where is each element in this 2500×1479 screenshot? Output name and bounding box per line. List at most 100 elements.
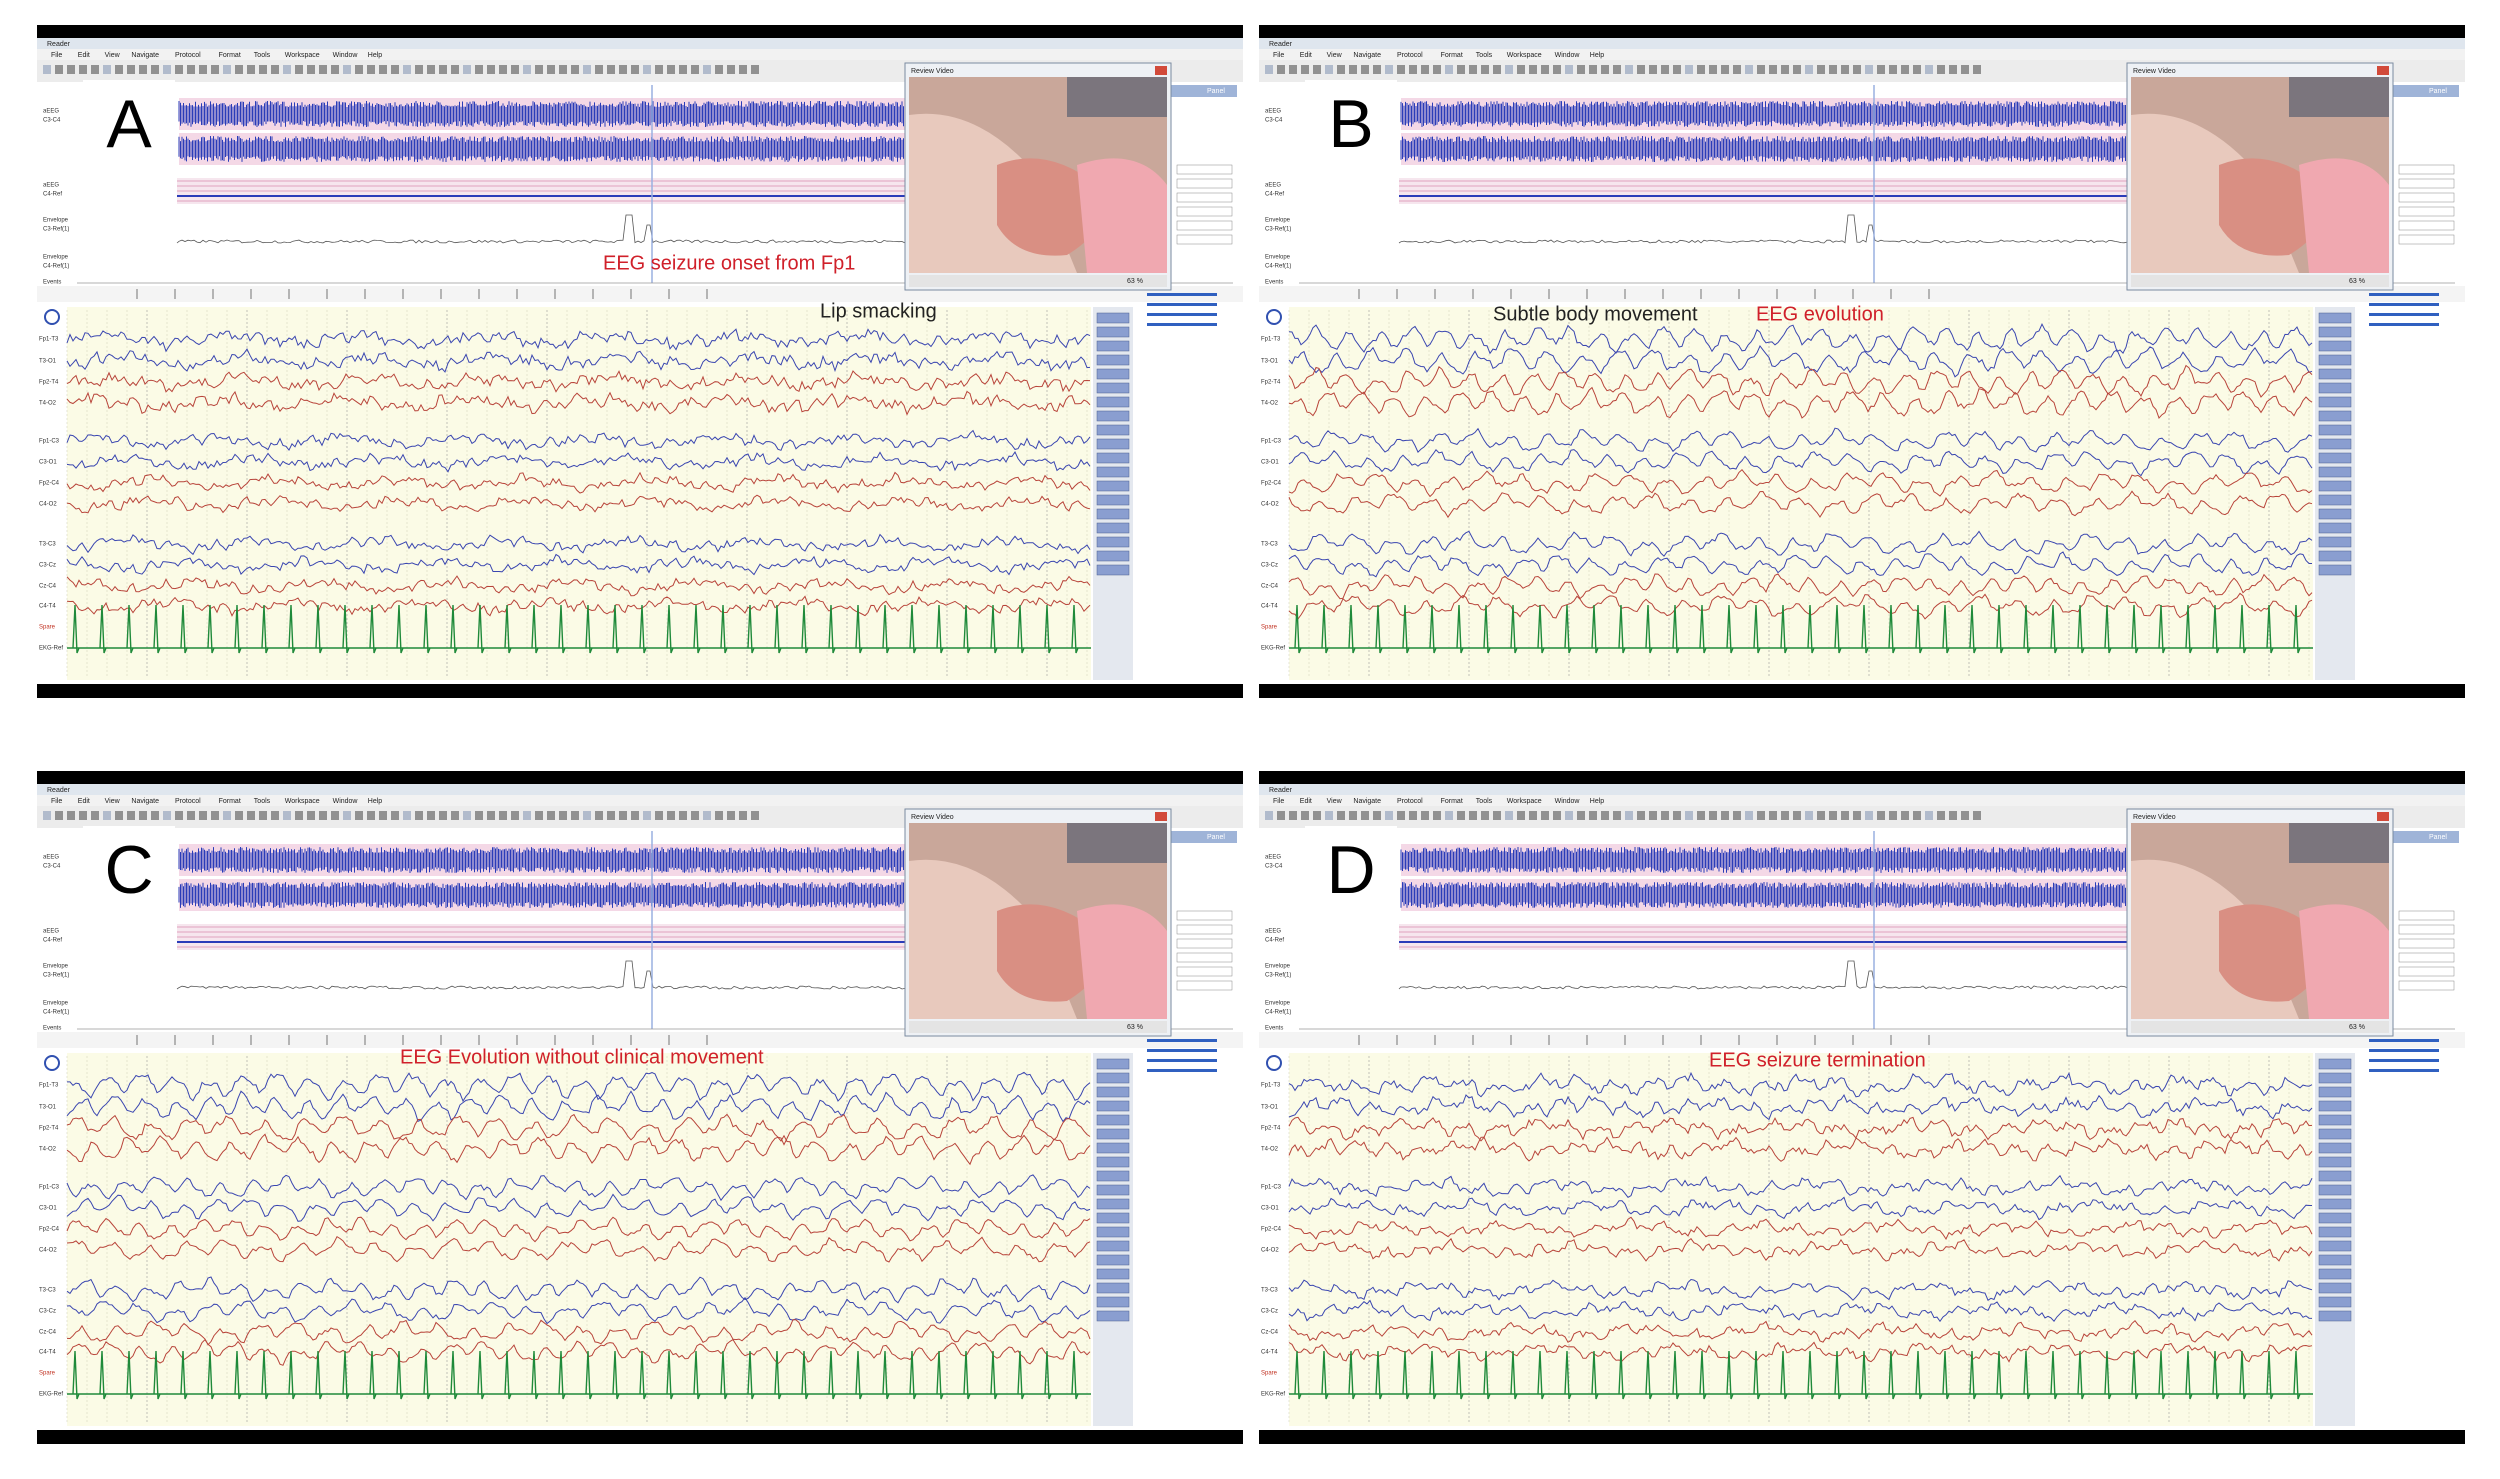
side-panel-link (2369, 293, 2439, 296)
eeg-trace (1288, 1319, 2313, 1343)
sidebar-button (1096, 438, 1130, 450)
eeg-trace (1288, 345, 2313, 378)
envelope-trace (1398, 960, 2131, 990)
toolbar-icon (1361, 811, 1369, 820)
side-panel-field (1176, 220, 1233, 231)
toolbar-icon (343, 65, 351, 74)
toolbar-icon (439, 65, 447, 74)
toolbar-icon (1409, 65, 1417, 74)
toolbar-icon (1457, 65, 1465, 74)
menu-item: File (51, 798, 62, 805)
toolbar-icon (1469, 811, 1477, 820)
channel-label: Fp2-C4 (1261, 481, 1282, 487)
sidebar-button (1096, 1142, 1130, 1154)
side-panel-field (2398, 234, 2455, 245)
video-monitor (2289, 77, 2389, 117)
eeg-trace (1288, 1196, 2312, 1221)
toolbar-icon (1925, 811, 1933, 820)
trend-label: Envelope (1265, 255, 1291, 261)
toolbar-icon (127, 65, 135, 74)
toolbar-icon (1361, 65, 1369, 74)
menu-item: Navigate (131, 798, 159, 805)
sidebar-button (2318, 1142, 2352, 1154)
sidebar-button (1096, 1058, 1130, 1070)
toolbar-icon (343, 811, 351, 820)
toolbar-icon (1697, 811, 1705, 820)
toolbar-icon (1709, 65, 1717, 74)
sidebar-button (2318, 508, 2352, 520)
toolbar-icon (415, 811, 423, 820)
eeg-trace (67, 604, 1091, 654)
channel-label: T3-C3 (39, 542, 56, 548)
side-panel-link (1147, 1059, 1217, 1062)
toolbar-icon (631, 811, 639, 820)
side-panel-link (1147, 293, 1217, 296)
toolbar-icon (547, 65, 555, 74)
toolbar-icon (511, 65, 519, 74)
side-panel-link (1147, 1049, 1217, 1052)
trend-label: C4-Ref (43, 192, 62, 198)
toolbar-icon (1373, 65, 1381, 74)
toolbar-icon (1661, 811, 1669, 820)
panel-letter: D (1326, 832, 1375, 908)
panel-letter-box (1305, 826, 1397, 920)
sidebar-button (1096, 326, 1130, 338)
title-bar (1259, 784, 2465, 795)
trend-label: aEEG (43, 109, 59, 115)
eeg-trace (1288, 1116, 2313, 1142)
side-panel-field (1176, 910, 1233, 921)
panel-letter-box (1305, 80, 1397, 174)
toolbar-icon (427, 65, 435, 74)
sidebar-button (2318, 1072, 2352, 1084)
toolbar-icon (1673, 811, 1681, 820)
side-panel-link (2369, 1069, 2439, 1072)
panel-letter-box (83, 80, 175, 174)
side-panel-link (1147, 1069, 1217, 1072)
toolbar-icon (271, 65, 279, 74)
toolbar-icon (223, 811, 231, 820)
eeg-trace (1288, 1136, 2313, 1162)
video-controls (909, 275, 1167, 287)
toolbar-icon (211, 65, 219, 74)
toolbar-icon (1805, 65, 1813, 74)
eeg-trace (66, 553, 1091, 576)
toolbar-icon (475, 811, 483, 820)
trend-label: Envelope (43, 1001, 69, 1007)
toolbar-icon (1781, 65, 1789, 74)
channel-label: T3-O1 (39, 359, 57, 365)
menu-item: Window (333, 798, 359, 805)
toolbar-icon (1889, 65, 1897, 74)
toolbar-icon (1949, 811, 1957, 820)
side-panel-field (2398, 924, 2455, 935)
toolbar-icon (1577, 65, 1585, 74)
menu-item: Tools (254, 798, 271, 805)
toolbar-icon (583, 65, 591, 74)
montage-button (1266, 309, 1282, 325)
eeg-trace (67, 1071, 1091, 1103)
sidebar-button (1096, 564, 1130, 576)
sidebar-button (1096, 368, 1130, 380)
reader-window: Reader File Edit View Navigate Protocol Format… (1259, 771, 2465, 1444)
sidebar-button (1096, 508, 1130, 520)
toolbar-icon (43, 65, 51, 74)
channel-label: Cz-C4 (39, 1330, 57, 1336)
sidebar-button (2318, 410, 2352, 422)
trend-label: Envelope (1265, 218, 1291, 224)
toolbar-icon (1337, 811, 1345, 820)
video-close (2377, 66, 2389, 75)
side-panel-field (1176, 234, 1233, 245)
channel-label: Cz-C4 (1261, 584, 1279, 590)
toolbar-icon (1853, 65, 1861, 74)
eeg-trace (66, 1235, 1091, 1263)
trend-label: aEEG (1265, 109, 1281, 115)
menu-item: Navigate (1353, 798, 1381, 805)
annotation: EEG seizure termination (1709, 1049, 1926, 1071)
sidebar-button (2318, 1086, 2352, 1098)
toolbar-icon (1349, 811, 1357, 820)
toolbar-icon (307, 811, 315, 820)
eeg-trace (66, 471, 1091, 494)
channel-label: C3-Cz (1261, 1309, 1278, 1315)
sidebar-button (1096, 1100, 1130, 1112)
